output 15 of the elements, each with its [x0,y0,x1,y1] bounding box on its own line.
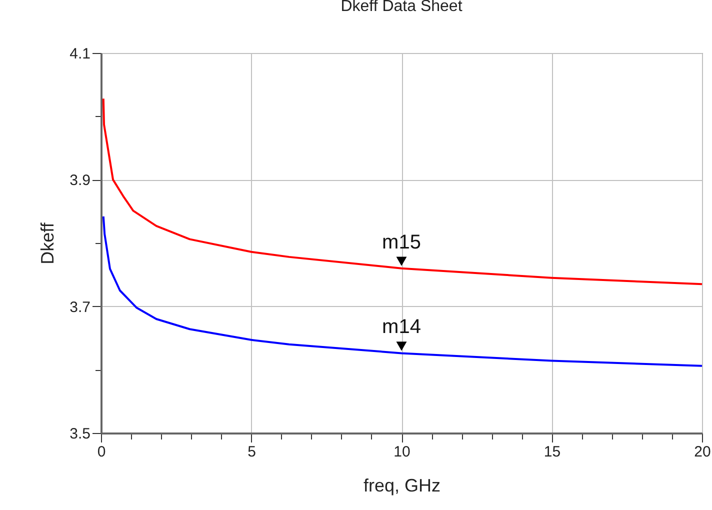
x-tick-label: 5 [248,444,256,460]
x-tick-label: 15 [544,444,561,460]
x-tick-label: 0 [97,444,106,460]
annotation: m14 [382,316,421,338]
y-tick-label: 3.9 [70,172,90,190]
line-series [102,98,702,286]
line-series [102,215,702,367]
x-tick-label: 10 [394,444,410,460]
y-axis-title: Dkeff [38,222,58,264]
x-axis-title: freq, GHz [363,476,441,496]
y-tick-label: 4.1 [70,46,90,62]
y-tick-label: 3.7 [70,298,90,316]
annotation: m15 [382,231,421,254]
y-tick-label: 3.5 [70,426,90,442]
x-tick-label: 20 [694,444,711,460]
